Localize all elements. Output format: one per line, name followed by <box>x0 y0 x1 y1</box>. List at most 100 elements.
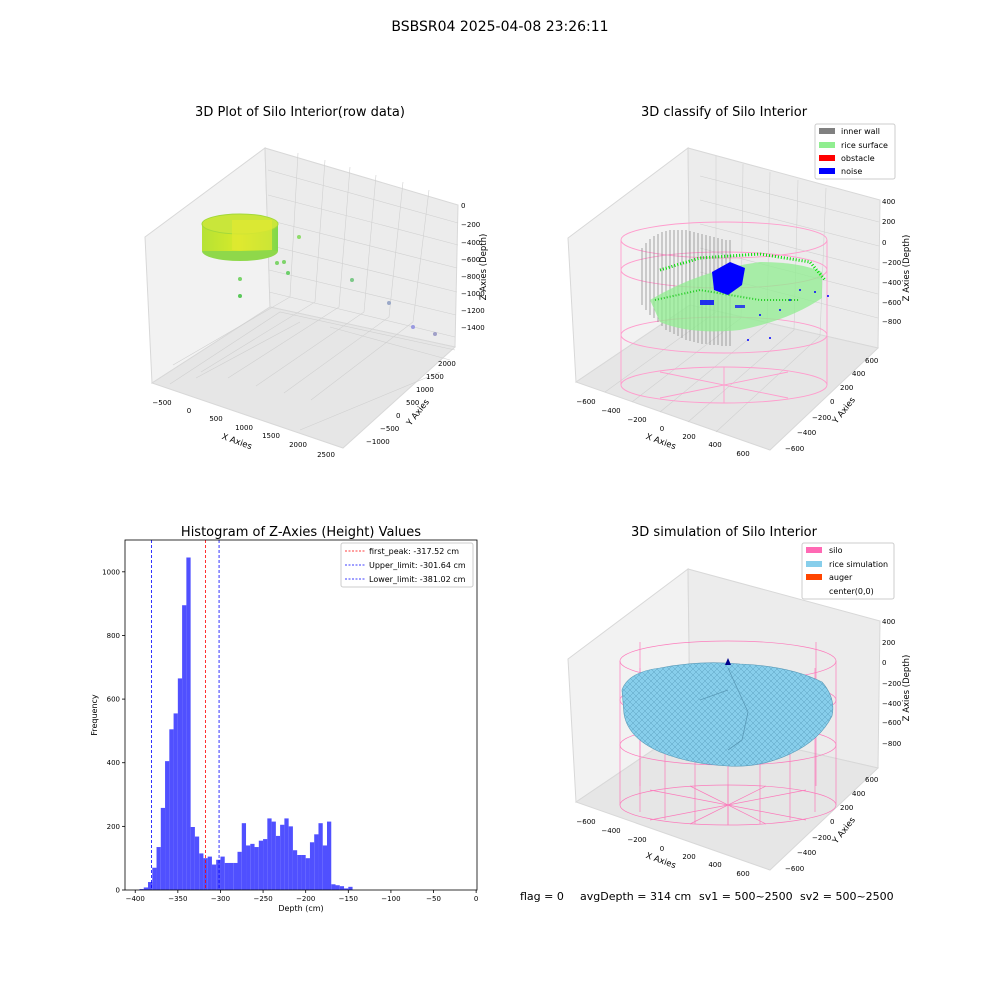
svg-text:−200: −200 <box>812 834 831 842</box>
svg-text:1000: 1000 <box>416 386 434 394</box>
histogram-bar <box>173 713 178 890</box>
histogram-bar <box>199 853 204 890</box>
legend-label-silo: silo <box>829 546 843 555</box>
histogram-bar <box>148 882 153 890</box>
svg-text:0: 0 <box>660 425 664 433</box>
svg-text:500: 500 <box>209 415 222 423</box>
raw-drum-inner <box>232 220 272 250</box>
histogram-bar <box>203 858 208 890</box>
raw-y-ticks: −1000 −500 0 500 1000 1500 2000 <box>366 360 456 446</box>
histogram-x-tick-label: −200 <box>296 895 315 903</box>
svg-text:0: 0 <box>830 398 834 406</box>
svg-text:200: 200 <box>682 853 695 861</box>
footer-sv2: sv2 = 500~2500 <box>800 890 894 903</box>
raw-gridlines <box>169 152 459 431</box>
svg-text:0: 0 <box>882 659 886 667</box>
histogram-bar <box>314 834 319 890</box>
histogram-x-ticks: −400 −350 −300 −250 −200 −150 −100 −50 0 <box>126 890 478 903</box>
figure-suptitle: BSBSR04 2025-04-08 23:26:11 <box>391 19 608 35</box>
legend-swatch-auger <box>806 574 822 580</box>
histogram-x-tick-label: −250 <box>253 895 272 903</box>
svg-text:−200: −200 <box>627 836 646 844</box>
svg-text:200: 200 <box>882 218 895 226</box>
classify-noise-points <box>700 262 829 341</box>
histogram-bar <box>237 851 242 890</box>
svg-text:0: 0 <box>187 407 191 415</box>
svg-text:−600: −600 <box>576 818 595 826</box>
legend-label-center: center(0,0) <box>829 587 874 596</box>
simulation-z-ticks: 400 200 0 −200 −400 −600 −800 <box>882 618 901 748</box>
histogram-bar <box>275 835 281 890</box>
svg-text:−600: −600 <box>461 256 480 264</box>
histogram-bar <box>288 826 293 890</box>
svg-text:−1000: −1000 <box>366 438 390 446</box>
raw-x-label: X Axies <box>220 432 253 452</box>
histogram-bar <box>246 845 251 890</box>
raw-z-label: Z Axies (Depth) <box>479 234 489 301</box>
svg-text:−400: −400 <box>797 849 816 857</box>
legend-swatch-silo <box>806 547 822 553</box>
histogram-y-tick-label: 600 <box>107 696 120 704</box>
histogram-bar <box>258 840 264 890</box>
svg-text:−200: −200 <box>882 680 901 688</box>
svg-text:400: 400 <box>708 441 721 449</box>
svg-text:−500: −500 <box>380 425 399 433</box>
histogram-bar <box>233 862 238 890</box>
svg-text:200: 200 <box>840 804 853 812</box>
svg-text:−600: −600 <box>785 445 804 453</box>
histogram-bar <box>326 821 332 890</box>
svg-text:−400: −400 <box>601 827 620 835</box>
svg-text:−400: −400 <box>882 279 901 287</box>
classify-floor-pane <box>574 304 880 451</box>
legend-label-first-peak: first_peak: -317.52 cm <box>369 547 459 556</box>
histogram-bar <box>139 889 144 890</box>
legend-swatch-rice-surface <box>819 142 835 148</box>
histogram-bar <box>292 850 298 890</box>
histogram-bar <box>250 843 255 890</box>
svg-text:−400: −400 <box>461 239 480 247</box>
legend-label-inner-wall: inner wall <box>841 127 880 136</box>
svg-text:−600: −600 <box>882 719 901 727</box>
classify-rice-surface <box>650 252 827 332</box>
histogram-x-label: Depth (cm) <box>278 904 323 913</box>
histogram-bar <box>284 818 289 890</box>
legend-label-rice-simulation: rice simulation <box>829 560 888 569</box>
svg-text:600: 600 <box>865 357 878 365</box>
histogram-bar <box>309 842 315 890</box>
classify-y-ticks: −600 −400 −200 0 200 400 600 <box>785 357 878 453</box>
legend-label-upper-limit: Upper_limit: -301.64 cm <box>369 561 466 570</box>
legend-label-auger: auger <box>829 573 853 582</box>
histogram-bar <box>186 557 191 890</box>
footer-avg-depth: avgDepth = 314 cm <box>580 890 691 903</box>
histogram-bar <box>220 856 225 890</box>
classify-x-label: X Axies <box>644 432 677 452</box>
svg-text:−200: −200 <box>461 221 480 229</box>
histogram-bar <box>194 836 200 890</box>
svg-text:200: 200 <box>682 433 695 441</box>
svg-text:−1200: −1200 <box>461 307 485 315</box>
simulation-panel: 3D simulation of Silo Interior <box>567 525 912 878</box>
legend-label-rice-surface: rice surface <box>841 141 888 150</box>
histogram-bar <box>228 862 234 890</box>
histogram-y-tick-label: 200 <box>107 823 120 831</box>
svg-text:2500: 2500 <box>317 451 335 459</box>
svg-text:0: 0 <box>660 845 664 853</box>
classify-x-ticks: −600 −400 −200 0 200 400 600 <box>576 398 749 458</box>
histogram-bar <box>224 862 229 890</box>
simulation-title: 3D simulation of Silo Interior <box>631 525 818 540</box>
histogram-bar <box>169 729 174 890</box>
histogram-y-ticks: 0 200 400 600 800 1000 <box>102 568 125 895</box>
histogram-y-tick-label: 1000 <box>102 568 120 576</box>
svg-text:−200: −200 <box>882 259 901 267</box>
histogram-title: Histogram of Z-Axies (Height) Values <box>181 525 421 540</box>
histogram-bar <box>156 847 161 890</box>
histogram-x-tick-label: −50 <box>426 895 441 903</box>
histogram-panel: Histogram of Z-Axies (Height) Values −40… <box>90 525 478 913</box>
simulation-center-marker <box>725 658 731 665</box>
simulation-y-ticks: −600 −400 −200 0 200 400 600 <box>785 776 878 873</box>
histogram-bars <box>139 557 353 890</box>
histogram-bar <box>143 887 149 890</box>
histogram-bar <box>152 867 157 890</box>
histogram-x-tick-label: −400 <box>126 895 145 903</box>
